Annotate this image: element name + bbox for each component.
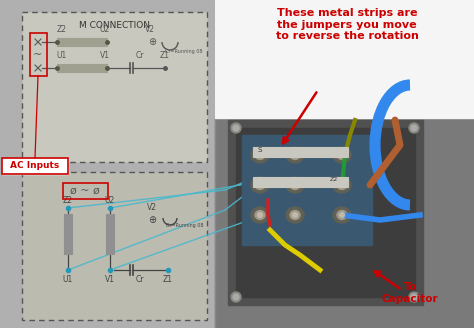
Ellipse shape — [255, 211, 265, 219]
Ellipse shape — [286, 147, 304, 163]
Text: U1: U1 — [57, 51, 67, 60]
Ellipse shape — [333, 147, 351, 163]
Text: Z1: Z1 — [163, 275, 173, 284]
Ellipse shape — [233, 294, 239, 300]
Ellipse shape — [257, 182, 263, 188]
FancyBboxPatch shape — [22, 172, 207, 320]
Ellipse shape — [251, 177, 269, 193]
Ellipse shape — [339, 213, 345, 217]
Text: V1: V1 — [105, 275, 115, 284]
Bar — [228, 120, 423, 305]
Bar — [215, 0, 474, 118]
Bar — [2, 158, 68, 174]
Text: V2: V2 — [145, 26, 155, 34]
Text: V1: V1 — [100, 51, 110, 60]
Text: ⊕: ⊕ — [148, 37, 156, 47]
Text: Z2: Z2 — [330, 177, 338, 182]
Bar — [0, 0, 215, 328]
Ellipse shape — [257, 153, 263, 157]
Text: To
Capacitor: To Capacitor — [382, 282, 438, 304]
Ellipse shape — [290, 180, 300, 190]
Bar — [57, 64, 107, 72]
Ellipse shape — [409, 123, 419, 133]
Ellipse shape — [231, 123, 241, 133]
Ellipse shape — [337, 180, 347, 190]
Bar — [242, 135, 372, 245]
Ellipse shape — [337, 151, 347, 159]
Ellipse shape — [233, 125, 239, 131]
Text: These metal strips are
the jumpers you move
to reverse the rotation: These metal strips are the jumpers you m… — [275, 8, 419, 41]
FancyBboxPatch shape — [2, 158, 68, 174]
Ellipse shape — [409, 292, 419, 302]
Ellipse shape — [290, 151, 300, 159]
Text: V2: V2 — [147, 203, 157, 213]
Text: Z1: Z1 — [160, 51, 170, 60]
Ellipse shape — [251, 147, 269, 163]
Text: ø ~ ø: ø ~ ø — [70, 186, 100, 196]
Text: S: S — [258, 147, 263, 153]
Ellipse shape — [231, 292, 241, 302]
Bar — [236, 128, 415, 297]
Bar — [106, 214, 114, 254]
Ellipse shape — [255, 151, 265, 159]
Text: ⊕: ⊕ — [148, 215, 156, 225]
Ellipse shape — [292, 153, 298, 157]
Text: ~: ~ — [33, 50, 43, 60]
Ellipse shape — [333, 177, 351, 193]
Text: M CONNECTION: M CONNECTION — [79, 22, 150, 31]
Ellipse shape — [286, 177, 304, 193]
Ellipse shape — [411, 294, 417, 300]
Ellipse shape — [292, 182, 298, 188]
Text: Cr: Cr — [136, 51, 144, 60]
Ellipse shape — [251, 207, 269, 223]
Ellipse shape — [339, 182, 345, 188]
Bar — [253, 147, 348, 157]
Text: U1: U1 — [63, 275, 73, 284]
Text: Z2: Z2 — [57, 26, 67, 34]
Ellipse shape — [411, 125, 417, 131]
Ellipse shape — [257, 213, 263, 217]
Ellipse shape — [292, 213, 298, 217]
Ellipse shape — [286, 207, 304, 223]
Text: Cr: Cr — [136, 275, 144, 284]
Text: AC Inputs: AC Inputs — [10, 161, 60, 171]
Bar — [253, 177, 348, 187]
Ellipse shape — [333, 207, 351, 223]
Ellipse shape — [255, 180, 265, 190]
Bar — [215, 0, 474, 328]
FancyBboxPatch shape — [22, 12, 207, 162]
Ellipse shape — [339, 153, 345, 157]
Text: Z2: Z2 — [63, 196, 73, 205]
Text: Cr=Running 08: Cr=Running 08 — [165, 50, 202, 54]
Bar — [57, 38, 107, 46]
Bar — [64, 214, 72, 254]
Text: U2: U2 — [105, 196, 115, 205]
Text: Cr=Running 08: Cr=Running 08 — [166, 222, 203, 228]
Ellipse shape — [290, 211, 300, 219]
Text: U2: U2 — [100, 26, 110, 34]
Ellipse shape — [337, 211, 347, 219]
